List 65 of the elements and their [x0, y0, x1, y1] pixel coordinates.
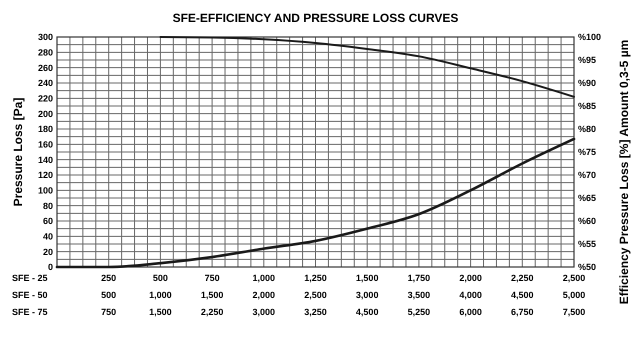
x2-tick-label: 3,000	[356, 290, 378, 300]
x-tick-label: 750	[204, 273, 220, 283]
x-tick-label: 1,750	[408, 273, 430, 283]
y-tick-label: 80	[42, 200, 53, 211]
y-tick-label: 40	[42, 231, 53, 242]
y2-tick-label: %60	[578, 216, 596, 226]
text: 3,000	[252, 307, 276, 317]
y2-tick-label: %80	[578, 124, 596, 134]
x2-tick-label: 5,000	[562, 290, 586, 300]
y-tick-label: 60	[42, 216, 53, 226]
text: 2,250	[200, 307, 224, 317]
text: 1,500	[149, 307, 172, 317]
x2-tick-label: 500	[101, 290, 116, 300]
text: 4,500	[356, 307, 378, 317]
y2-tick-label: %65	[578, 193, 596, 204]
y2-tick-label: %55	[578, 239, 596, 250]
x-axis-title: SFE - 25	[12, 273, 48, 283]
line-series	[56, 138, 576, 268]
chart-title: SFE-EFFICIENCY AND PRESSURE LOSS CURVES	[172, 11, 458, 25]
y-tick-label: 300	[38, 32, 53, 42]
text: 750	[101, 307, 116, 317]
y-tick-label: 200	[38, 108, 53, 119]
x-tick-label: 2,250	[511, 273, 534, 283]
y-tick-label: 100	[38, 185, 53, 196]
x2-tick-label: 1,500	[200, 290, 224, 300]
x2-axis-title: SFE - 50	[12, 290, 48, 300]
x2-tick-label: 2,500	[304, 290, 327, 300]
y2-axis-title: Efficiency Pressure Loss [%] Amount 0,3-5 µm	[617, 40, 631, 304]
y2-tick-label: %75	[578, 147, 596, 158]
x-tick-label: 2,500	[562, 273, 586, 283]
y2-tick-label: %70	[578, 170, 596, 180]
y-tick-label: 260	[38, 62, 53, 73]
y-tick-label: 220	[38, 93, 53, 104]
x-tick-label: 500	[152, 273, 168, 283]
y-tick-label: 140	[38, 154, 53, 165]
x-tick-label: 1,000	[252, 273, 276, 283]
x-tick-label: 1,250	[304, 273, 327, 283]
x-tick-label: 2,000	[459, 273, 482, 283]
y2-tick-label: %100	[578, 32, 602, 42]
y-tick-label: 280	[38, 47, 53, 58]
x2-tick-label: 2,000	[252, 290, 276, 300]
x-tick-label: 1,500	[356, 273, 378, 283]
y2-tick-label: %90	[578, 78, 596, 88]
x2-tick-label: 3,500	[408, 290, 430, 300]
text: 6,750	[511, 307, 534, 317]
text: SFE - 75	[12, 307, 48, 317]
y2-tick-label: %85	[578, 101, 596, 112]
y-tick-label: 240	[38, 78, 53, 88]
text: 5,250	[408, 307, 430, 317]
y-tick-label: 0	[48, 262, 53, 272]
y-tick-label: 120	[38, 170, 53, 180]
x2-tick-label: 4,000	[459, 290, 482, 300]
y2-tick-label: %95	[578, 55, 596, 66]
y-tick-label: 180	[38, 124, 53, 134]
text: 7,500	[562, 307, 586, 317]
text: 6,000	[459, 307, 482, 317]
text: 3,250	[304, 307, 327, 317]
y-tick-label: 20	[42, 246, 53, 257]
x2-tick-label: 4,500	[511, 290, 534, 300]
y-axis-title: Pressure Loss [Pa]	[11, 98, 25, 206]
line-series	[159, 36, 575, 98]
y-tick-label: 160	[38, 139, 53, 150]
x2-tick-label: 1,000	[149, 290, 172, 300]
x-tick-label: 250	[101, 273, 116, 283]
y2-tick-label: %50	[578, 262, 596, 272]
